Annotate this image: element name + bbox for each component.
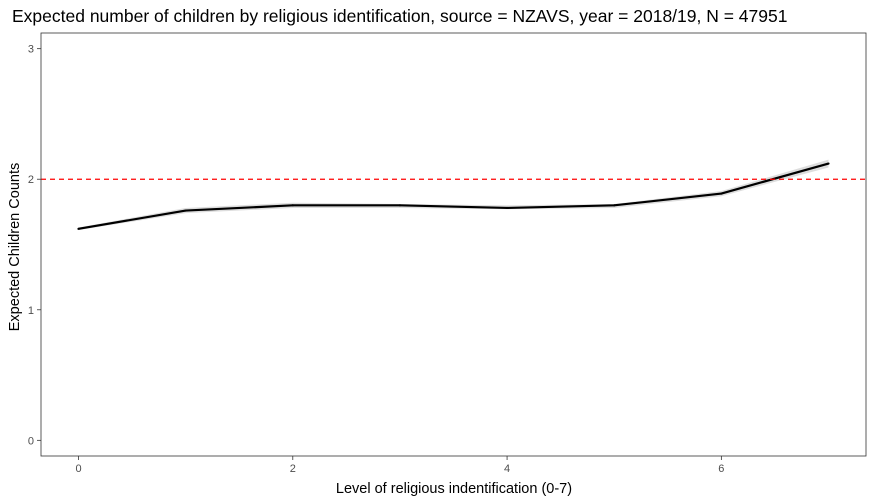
- y-tick-label: 0: [28, 435, 34, 447]
- y-tick-label: 3: [28, 44, 34, 56]
- y-tick-label: 2: [28, 174, 34, 186]
- y-axis-title: Expected Children Counts: [7, 163, 23, 331]
- plot-area: [41, 159, 866, 231]
- x-tick-label: 6: [718, 463, 724, 475]
- x-axis-title: Level of religious indentification (0-7): [336, 481, 572, 497]
- panel-border: [40, 32, 867, 457]
- x-tick-label: 2: [290, 463, 296, 475]
- data-point: [505, 206, 509, 210]
- panel-content: [41, 159, 866, 231]
- y-tick-label: 1: [28, 305, 34, 317]
- data-point: [184, 209, 187, 212]
- data-point: [291, 204, 294, 207]
- data-point: [77, 227, 80, 230]
- x-tick-label: 4: [504, 463, 510, 475]
- x-tick-label: 0: [75, 463, 81, 475]
- series-line: [78, 162, 829, 230]
- data-point: [613, 204, 616, 207]
- data-point: [398, 204, 402, 207]
- axes: 0 2 4 6 0 1 2 3: [28, 32, 867, 475]
- data-point: [720, 192, 723, 195]
- chart-title: Expected number of children by religious…: [12, 6, 787, 26]
- data-point: [827, 162, 830, 165]
